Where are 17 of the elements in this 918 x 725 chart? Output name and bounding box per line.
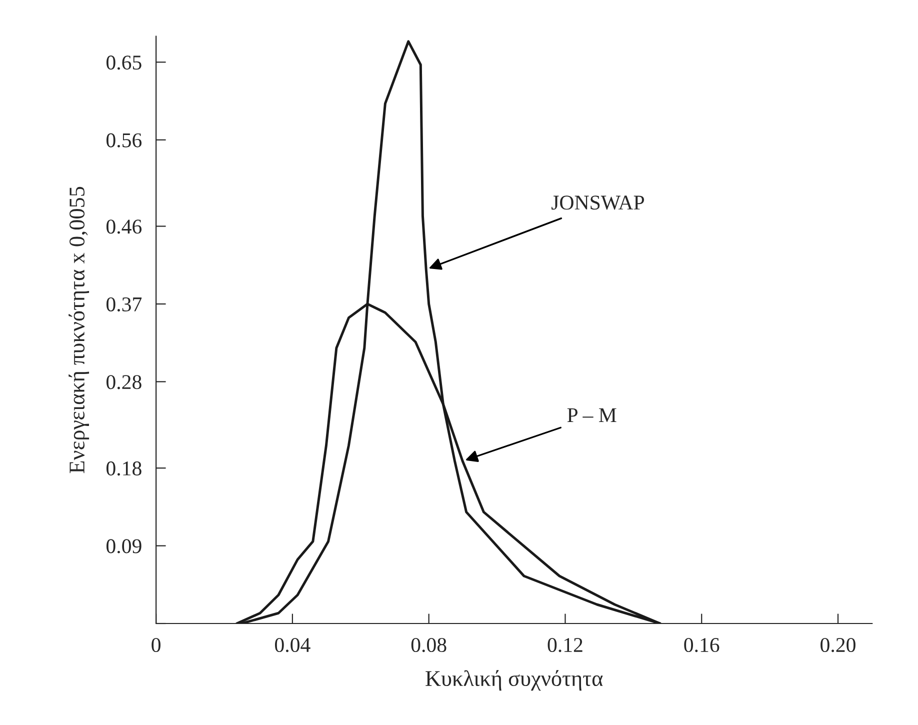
x-tick-label: 0.12 — [548, 638, 582, 652]
x-tick-label: 0 — [152, 638, 160, 652]
y-tick-label: 0.37 — [106, 297, 142, 312]
y-tick-label: 0.56 — [106, 133, 142, 148]
x-axis-title: Κυκλική συχνότητα — [426, 670, 603, 691]
x-tick-label: 0.16 — [684, 638, 720, 652]
y-axis-title: Ενεργειακή πυκνότητα x 0,0055 — [68, 186, 90, 474]
annotation: JONSWAP — [552, 196, 644, 210]
x-tick-label: 0.20 — [820, 638, 856, 652]
y-tick-label: 0.46 — [106, 220, 142, 234]
y-tick-label: 0.18 — [106, 461, 142, 476]
x-tick-label: 0.08 — [411, 638, 446, 652]
annotation: P – M — [567, 408, 616, 422]
y-tick-label: 0.09 — [106, 539, 142, 554]
y-tick-label: 0.28 — [106, 375, 142, 390]
x-tick-label: 0.04 — [275, 638, 310, 652]
y-tick-label: 0.65 — [106, 56, 142, 70]
